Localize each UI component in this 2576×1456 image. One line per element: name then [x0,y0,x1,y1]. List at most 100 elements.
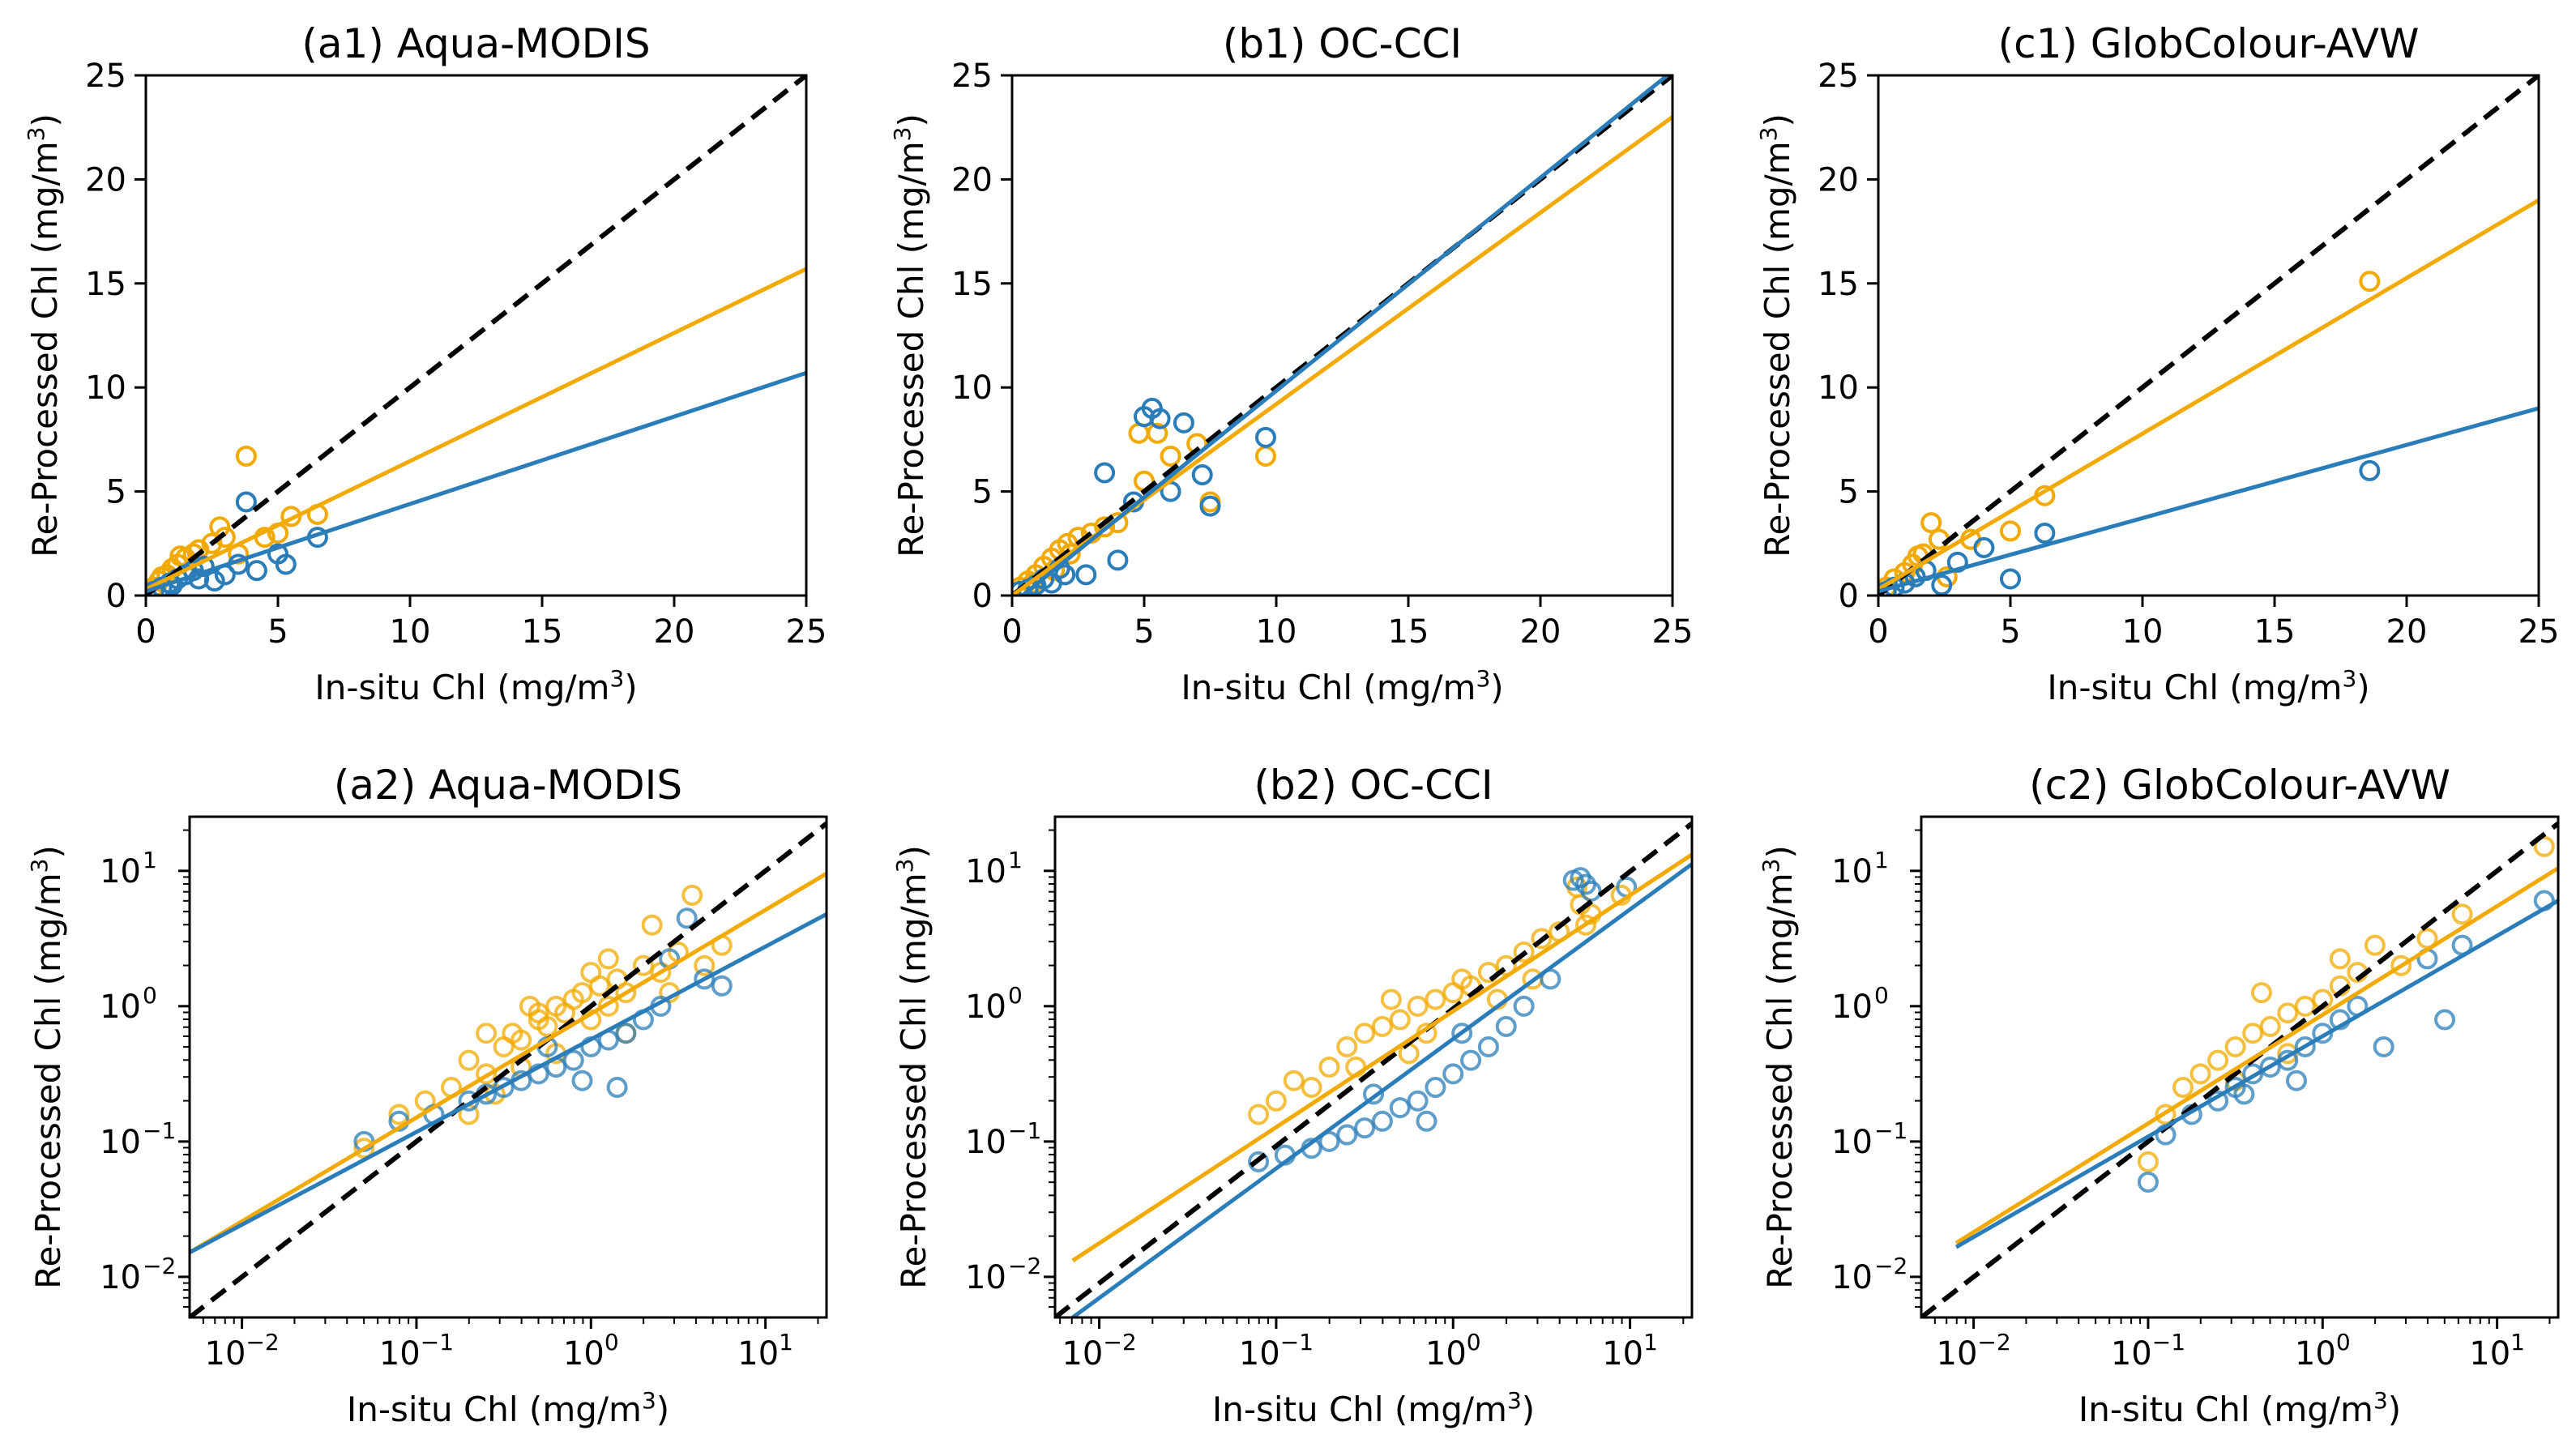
y-tick-exponent: −2 [1874,1253,1907,1279]
label-text-end: ) [25,113,65,126]
x-tick-label: 10−2 [1062,1329,1136,1373]
data-point-blue [694,968,716,990]
label-text-end: ) [1758,113,1797,126]
axes-frame [1010,74,1674,597]
label-superscript: 3 [609,665,624,692]
data-point-orange [476,1063,498,1085]
y-tick-label: 25 [951,58,993,95]
axes-frame [1920,815,2560,1319]
y-tick-label: 20 [1818,161,1859,199]
one-to-one-line [190,821,827,1317]
label-text: In-situ Chl (mg/m [1181,668,1476,707]
data-point-orange [2390,954,2412,976]
data-point-orange [1248,1104,1270,1125]
x-axis-label: In-situ Chl (mg/m3) [2047,665,2369,707]
label-text: Re-Processed Chl (mg/m [891,141,931,557]
y-axis-label: Re-Processed Chl (mg/m3) [26,845,68,1289]
x-tick-label: 25 [786,613,827,651]
data-point-blue [2259,1057,2281,1078]
data-point-blue [2373,1035,2394,1057]
data-point-orange [1425,988,1446,1010]
x-tick-label: 5 [1134,613,1154,651]
y-tick-label: 10 [1831,853,1873,890]
data-point-blue [1363,1083,1384,1105]
x-tick-label: 0 [1002,613,1022,651]
blue-fit-line [1878,406,2539,594]
x-tick-label: 100 [1425,1329,1481,1373]
y-axis-label: Re-Processed Chl (mg/m3) [891,845,933,1289]
x-tick-label: 100 [563,1329,619,1373]
data-point-blue [1199,495,1221,517]
data-point-blue [1354,1117,1376,1139]
data-point-orange [1407,995,1429,1017]
data-point-blue [1416,1110,1438,1132]
y-tick-label: 10 [100,988,141,1026]
x-tick-label: 10 [1256,613,1297,651]
data-point-blue [246,560,267,582]
data-point-orange [2294,995,2316,1017]
blue-fit-line [1071,862,1692,1317]
label-text: In-situ Chl (mg/m [314,668,609,707]
x-tick-exponent: −2 [246,1329,279,1356]
data-point-blue [571,1070,593,1091]
label-text: In-situ Chl (mg/m [1212,1390,1507,1429]
y-axis-label: Re-Processed Chl (mg/m3) [889,113,931,557]
x-tick-label: 15 [2254,613,2296,651]
y-tick-label: 5 [972,474,993,511]
plot-area [146,75,806,596]
data-point-orange [1389,1009,1411,1031]
data-point-orange [458,1049,480,1071]
blue-fit-line [1954,899,2558,1249]
ticks: 0 5 10 15 20 25 0 5 10 15 20 25 [951,58,1693,651]
data-point-blue [1054,564,1076,586]
series-blue [2137,890,2555,1193]
orange-fit-line [146,267,806,591]
data-point-orange [2451,903,2473,925]
label-text: Re-Processed Chl (mg/m [894,873,933,1288]
chart-title: (b2) OC-CCI [1254,762,1493,809]
y-tick-label: 10 [951,369,993,407]
x-tick-label: 0 [135,613,156,651]
label-superscript: 3 [1758,859,1784,873]
x-axis-label: In-situ Chl (mg/m3) [314,665,637,707]
x-axis-label: In-situ Chl (mg/m3) [347,1387,669,1429]
y-tick-exponent: −2 [1008,1253,1041,1279]
plot-area [190,821,827,1317]
x-tick-label: 20 [2386,613,2428,651]
data-point-blue [1513,995,1535,1017]
data-point-orange [2364,934,2386,956]
y-tick-label: 5 [1839,474,1859,511]
label-superscript: 3 [891,859,918,873]
series-blue [1878,459,2381,596]
data-point-orange [1371,1015,1393,1037]
data-point-blue [2034,522,2056,544]
data-point-blue [1407,1090,1429,1112]
label-superscript: 3 [23,127,49,142]
series-blue [1012,397,1276,596]
data-point-orange [2155,1104,2177,1125]
label-text: Re-Processed Chl (mg/m [25,141,65,557]
x-tick-label: 10−1 [379,1329,454,1373]
label-text-end: ) [894,845,933,858]
data-point-orange [2250,982,2272,1004]
one-to-one-line [146,75,806,596]
data-point-blue [1191,464,1213,486]
label-text-end: ) [1760,845,1800,858]
data-point-blue [1318,1130,1340,1152]
y-tick-exponent: 1 [1874,847,1889,873]
label-superscript: 3 [2342,665,2356,692]
series-orange [1248,876,1632,1125]
y-tick-label: 5 [106,474,126,511]
data-point-orange [597,995,619,1017]
data-point-blue [203,570,225,592]
data-point-blue [1336,1124,1358,1146]
x-tick-label: 5 [267,613,288,651]
x-tick-label: 10−2 [1937,1329,2011,1373]
y-tick-exponent: 0 [1874,982,1889,1009]
y-tick-label: 20 [951,161,993,199]
data-point-blue [2242,1063,2264,1085]
data-point-blue [1442,1063,1464,1085]
series-orange [2137,835,2555,1172]
